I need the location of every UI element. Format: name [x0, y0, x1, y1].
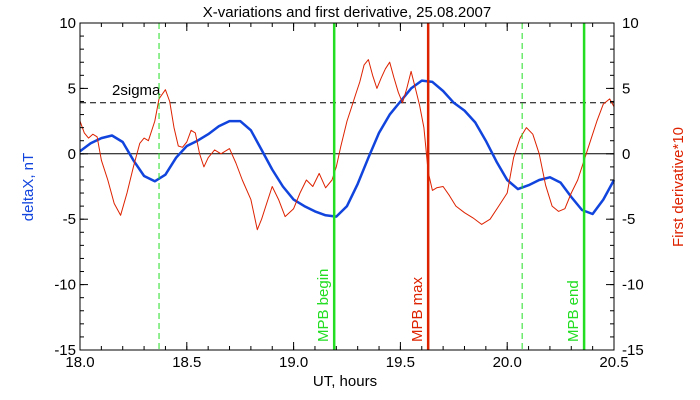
y-tick-label-left: 0 [68, 146, 76, 163]
y-tick-label-left: -15 [54, 342, 76, 359]
marker-label-mpb-end: MPB end [565, 280, 582, 342]
reference-label-2sigma: 2sigma [112, 82, 161, 99]
y-tick-label-left: -10 [54, 277, 76, 294]
marker-label-mpb-max: MPB max [409, 276, 426, 342]
y-tick-label-right: -15 [622, 342, 644, 359]
x-tick-label: 18.5 [172, 354, 201, 371]
y-tick-label-left: 10 [59, 15, 76, 32]
x-tick-label: 18.0 [65, 354, 94, 371]
x-tick-label: 19.5 [386, 354, 415, 371]
y-tick-label-right: 5 [622, 80, 630, 97]
y-axis-label-left: deltaX, nT [20, 153, 37, 221]
x-tick-label: 20.5 [599, 354, 628, 371]
x-tick-label: 20.0 [493, 354, 522, 371]
y-tick-label-right: -10 [622, 277, 644, 294]
y-axis-label-right: First derivative*10 [670, 127, 687, 247]
plot-frame [79, 22, 615, 351]
marker-label-mpb-begin: MPB begin [315, 269, 332, 342]
y-tick-label-left: -5 [63, 211, 76, 228]
y-tick-label-right: -5 [622, 211, 635, 228]
y-tick-label-right: 10 [622, 15, 639, 32]
chart-title: X-variations and first derivative, 25.08… [203, 4, 492, 21]
x-axis-label: UT, hours [313, 373, 377, 390]
x-tick-label: 19.0 [279, 354, 308, 371]
series-derivative [79, 59, 615, 231]
y-tick-label-left: 5 [68, 80, 76, 97]
y-tick-label-right: 0 [622, 146, 630, 163]
series-deltaX [79, 79, 616, 218]
plot-area: 2sigma MPB begin MPB max MPB end 18.0 18.5 19.… [54, 15, 643, 371]
